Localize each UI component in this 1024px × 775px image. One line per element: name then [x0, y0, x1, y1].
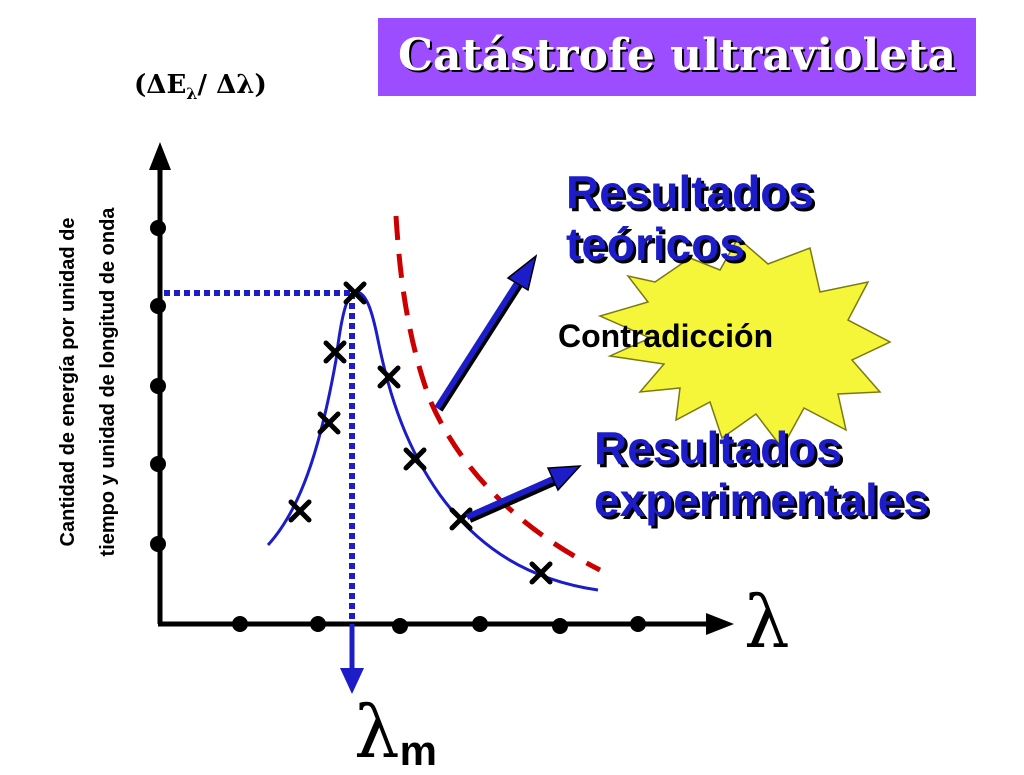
- y-axis-arrowhead: [149, 142, 171, 170]
- theoretical-pointer-shaft-shadow: [437, 280, 525, 412]
- experimental-pointer-shaft-shadow: [468, 479, 558, 523]
- y-axis-symbol: (ΔEλ/ Δλ): [134, 70, 267, 104]
- experimental-pointer-shaft: [465, 476, 555, 520]
- data-point-x: [317, 411, 341, 435]
- theoretical-pointer-shaft: [434, 278, 522, 410]
- experimental-points: [288, 281, 553, 585]
- title-box: Catástrofe ultravioleta: [378, 18, 976, 96]
- x-axis-arrowhead: [706, 613, 734, 635]
- theoretical-label-line2: teóricos: [566, 218, 745, 270]
- slide-title: Catástrofe ultravioleta: [397, 30, 957, 81]
- theoretical-pointer-head: [506, 254, 538, 292]
- data-point-x: [377, 365, 401, 389]
- peak-subscript: m: [399, 727, 437, 774]
- contradiction-label: Contradicción: [558, 318, 774, 354]
- theoretical-results-label: Resultados teóricos: [566, 166, 814, 270]
- peak-symbol: λ: [354, 690, 400, 774]
- data-point-x: [343, 281, 367, 305]
- y-axis-dots: [150, 220, 166, 552]
- data-point-x: [323, 340, 347, 364]
- experimental-results-label: Resultados experimentales: [594, 422, 929, 526]
- contradiction-starburst: [597, 236, 892, 450]
- data-point-x: [529, 561, 553, 585]
- experimental-label-line1: Resultados: [594, 422, 842, 474]
- data-point-x: [449, 507, 473, 531]
- data-point-x: [403, 447, 427, 471]
- peak-down-arrowhead: [340, 668, 364, 694]
- experimental-pointer-head: [546, 465, 582, 492]
- data-point-x: [288, 499, 312, 523]
- peak-wavelength-label: λm: [354, 690, 437, 775]
- x-axis-dots: [232, 616, 646, 634]
- x-axis-symbol: λ: [744, 580, 790, 664]
- experimental-curve: [266, 290, 599, 592]
- theoretical-label-line1: Resultados: [566, 166, 814, 218]
- experimental-label-line2: experimentales: [594, 474, 929, 526]
- theoretical-curve: [393, 215, 602, 573]
